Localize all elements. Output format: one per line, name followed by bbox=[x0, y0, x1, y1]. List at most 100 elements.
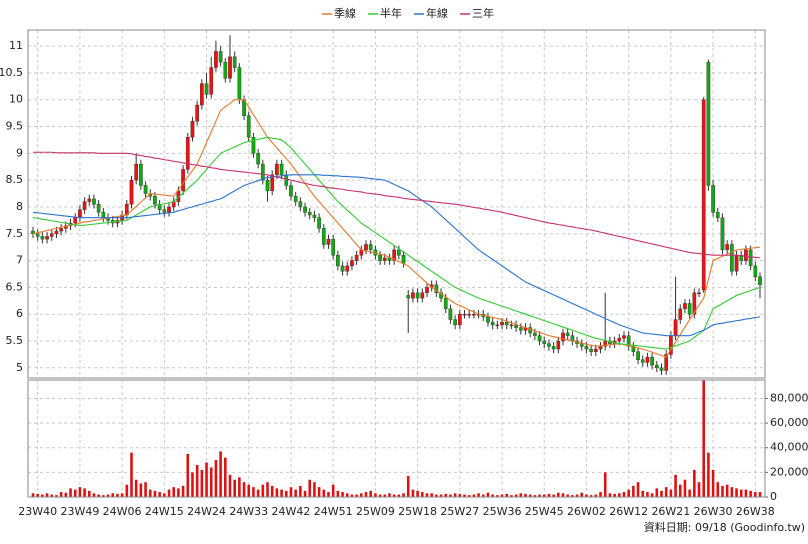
volume-bar bbox=[50, 494, 54, 497]
volume-bar bbox=[486, 492, 490, 497]
x-tick-label: 26W30 bbox=[694, 505, 733, 518]
candle-body bbox=[561, 332, 565, 342]
candle-body bbox=[167, 206, 171, 213]
candle-body bbox=[279, 163, 284, 175]
candle-body bbox=[298, 201, 303, 208]
volume-bar bbox=[655, 488, 659, 497]
plot-frame bbox=[27, 379, 766, 498]
candle-body bbox=[753, 265, 758, 277]
volume-bar bbox=[514, 494, 518, 497]
volume-bar bbox=[458, 493, 462, 497]
volume-bar bbox=[650, 493, 654, 497]
volume-bar bbox=[505, 493, 509, 497]
candle-body bbox=[134, 163, 139, 181]
candle-body bbox=[364, 244, 368, 251]
volume-bar bbox=[106, 494, 110, 497]
candle-body bbox=[232, 56, 237, 68]
candle-body bbox=[204, 83, 209, 95]
candle-body bbox=[537, 335, 542, 342]
volume-bar bbox=[158, 492, 161, 497]
volume-bar bbox=[41, 494, 44, 497]
source-note: 資料日期: 09/18 (Goodinfo.tw) bbox=[644, 520, 805, 534]
legend-label: 半年 bbox=[380, 6, 402, 20]
volume-bar bbox=[472, 494, 476, 497]
candle-body bbox=[289, 185, 293, 197]
volume-bar bbox=[360, 493, 363, 497]
volume-bar bbox=[660, 490, 663, 497]
x-tick-label: 24W33 bbox=[229, 505, 268, 518]
x-tick-label: 23W40 bbox=[18, 505, 57, 518]
candle-body bbox=[453, 319, 457, 326]
candle-body bbox=[744, 249, 748, 261]
volume-bar bbox=[69, 488, 72, 497]
candle-body bbox=[659, 367, 664, 371]
volume-bar bbox=[317, 487, 321, 497]
y-tick-label: 0 bbox=[770, 490, 777, 503]
y-tick-label: 20,000 bbox=[770, 465, 808, 478]
volume-bar bbox=[758, 492, 762, 497]
y-tick-label: 8.5 bbox=[6, 173, 24, 186]
volume-bar bbox=[83, 488, 86, 497]
volume-bar bbox=[735, 488, 738, 497]
volume-bar bbox=[134, 479, 138, 497]
y-tick-label: 11 bbox=[9, 39, 23, 52]
volume-bar bbox=[280, 489, 283, 497]
candle-body bbox=[275, 163, 279, 175]
volume-bar bbox=[238, 477, 241, 497]
volume-bar bbox=[78, 487, 82, 497]
volume-bar bbox=[388, 493, 391, 497]
y-tick-label: 9.5 bbox=[6, 120, 24, 133]
candle-body bbox=[265, 179, 270, 192]
candle-body bbox=[500, 322, 504, 326]
y-tick-label: 80,000 bbox=[770, 391, 808, 404]
candle-body bbox=[237, 67, 242, 100]
y-tick-label: 10.5 bbox=[0, 66, 23, 79]
volume-bar bbox=[477, 493, 480, 497]
volume-bar bbox=[749, 490, 752, 497]
candle-body bbox=[251, 137, 256, 154]
x-tick-label: 26W02 bbox=[567, 505, 606, 518]
volume-bar bbox=[603, 472, 607, 497]
volume-bar bbox=[664, 487, 668, 497]
volume-bar bbox=[538, 494, 541, 497]
volume-bar bbox=[594, 494, 598, 497]
volume-bar bbox=[430, 493, 433, 497]
candle-body bbox=[218, 51, 223, 63]
volume-bar bbox=[242, 482, 246, 497]
volume-bar bbox=[256, 489, 260, 497]
volume-bar bbox=[618, 493, 621, 497]
volume-bar bbox=[467, 495, 471, 497]
volume-bar bbox=[345, 493, 349, 497]
x-tick-label: 25W36 bbox=[483, 505, 522, 518]
volume-bar bbox=[284, 490, 288, 497]
candle-body bbox=[321, 228, 326, 245]
volume-bar bbox=[674, 474, 677, 497]
candle-body bbox=[350, 260, 354, 267]
volume-bar bbox=[336, 490, 340, 497]
candle-body bbox=[734, 255, 739, 272]
volume-bar bbox=[561, 493, 565, 497]
volume-bar bbox=[270, 485, 274, 497]
volume-bar bbox=[463, 494, 466, 497]
volume-bar bbox=[209, 467, 213, 497]
candle-body bbox=[270, 174, 275, 192]
candle-body bbox=[730, 244, 734, 272]
volume-bar bbox=[73, 489, 77, 497]
volume-bar bbox=[397, 494, 401, 497]
volume-bar bbox=[589, 495, 593, 497]
volume-bar bbox=[303, 490, 307, 497]
volume-bar bbox=[435, 494, 438, 497]
candle-body bbox=[185, 137, 190, 170]
candle-body bbox=[622, 335, 626, 339]
volume-bar bbox=[219, 451, 222, 497]
candle-body bbox=[664, 354, 669, 371]
volume-bar bbox=[632, 485, 635, 497]
y-tick-label: 6 bbox=[16, 307, 23, 320]
candle-body bbox=[617, 338, 622, 342]
volume-bar bbox=[421, 492, 424, 497]
volume-bar bbox=[87, 490, 91, 497]
volume-bar bbox=[716, 482, 720, 497]
candle-body bbox=[162, 209, 167, 213]
candle-body bbox=[636, 351, 640, 360]
